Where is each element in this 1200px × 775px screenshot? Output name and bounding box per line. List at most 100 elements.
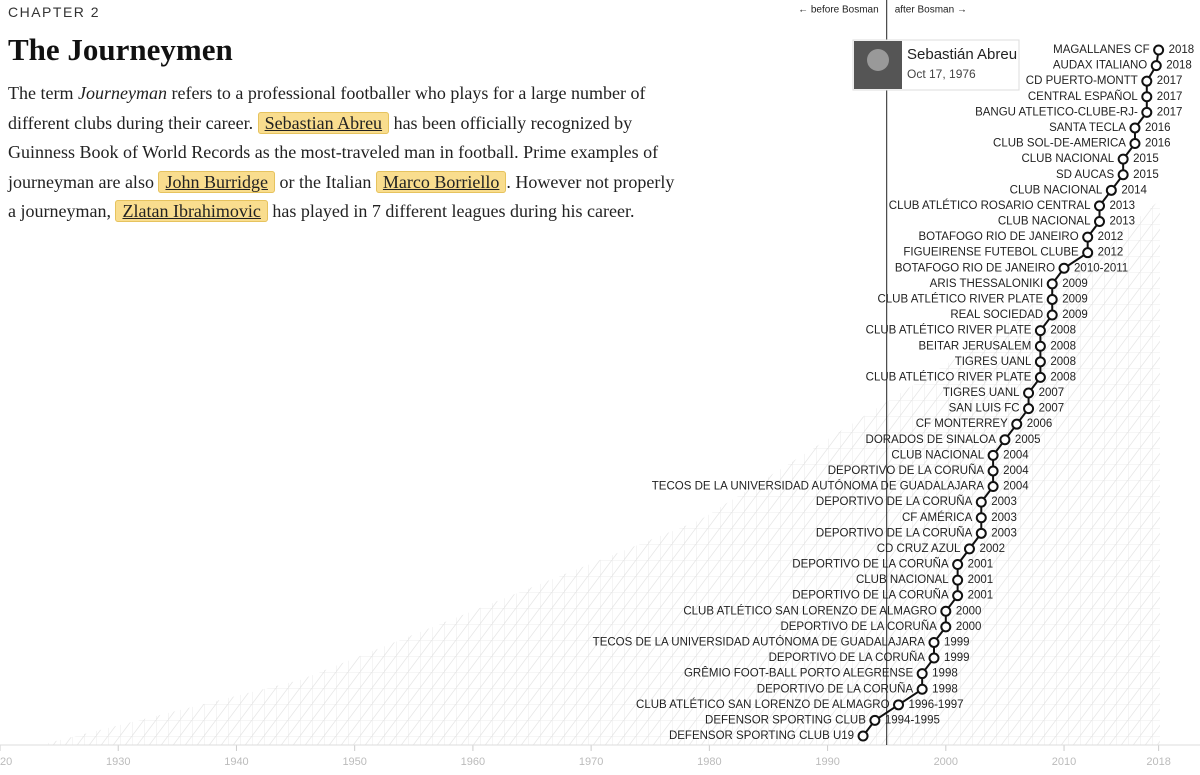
club-label: DEPORTIVO DE LA CORUÑA	[769, 651, 926, 664]
club-label: DORADOS DE SINALOA	[866, 434, 997, 446]
stint-marker	[1129, 138, 1141, 150]
club-label: CLUB ATLÉTICO SAN LORENZO DE ALMAGRO	[683, 604, 937, 617]
stint-marker	[1141, 75, 1153, 87]
stint-marker	[1150, 60, 1162, 72]
club-label: SANTA TECLA	[1049, 122, 1126, 134]
club-label: TECOS DE LA UNIVERSIDAD AUTÓNOMA DE GUAD…	[593, 635, 926, 648]
year-label: 2015	[1133, 169, 1159, 181]
title: The Journeymen	[8, 32, 233, 67]
stint-marker	[1034, 371, 1046, 383]
text: has been officially recognized by Guinne…	[8, 112, 659, 192]
year-label: 2007	[1039, 387, 1065, 399]
club-label: CLUB SOL-DE-AMERICA	[993, 138, 1126, 150]
stint-marker	[987, 465, 999, 477]
club-label: CLUB NACIONAL	[1021, 153, 1114, 165]
stint-marker	[869, 714, 881, 726]
year-label: 2016	[1145, 138, 1171, 150]
year-label: 1996-1997	[909, 699, 964, 711]
stint-marker	[975, 496, 987, 508]
stint-marker	[1094, 216, 1106, 227]
club-label: BANGU ATLETICO-CLUBE-RJ-	[975, 106, 1138, 118]
player-card: Sebastián Abreu Oct 17, 1976	[852, 39, 1020, 91]
stint-marker	[928, 652, 940, 664]
x-tick-label: 2010	[1052, 756, 1076, 768]
club-label: DEPORTIVO DE LA CORUÑA	[816, 495, 973, 508]
year-label: 2002	[979, 543, 1005, 555]
year-label: 2018	[1166, 60, 1192, 72]
stint-marker	[975, 512, 987, 524]
x-tick-label: 1940	[224, 756, 248, 768]
club-label: CD PUERTO-MONTT	[1026, 75, 1138, 87]
stint-marker	[1023, 387, 1035, 399]
stint-marker	[987, 481, 999, 493]
year-label: 2003	[991, 527, 1017, 539]
stint-marker	[857, 730, 869, 742]
year-label: 2000	[956, 621, 982, 633]
year-label: 2015	[1133, 153, 1159, 165]
stint-marker	[1023, 403, 1035, 415]
x-tick-label: 2000	[934, 756, 958, 768]
paragraph: The term Journeyman refers to a professi…	[8, 79, 678, 227]
x-tick-label: 1990	[815, 756, 839, 768]
year-label: 2012	[1098, 247, 1124, 259]
year-label: 2009	[1062, 309, 1088, 321]
stint-marker	[1046, 309, 1058, 321]
stint-marker	[1117, 169, 1129, 181]
stint-marker	[1117, 153, 1129, 165]
club-label: CLUB ATLÉTICO ROSARIO CENTRAL	[889, 199, 1091, 212]
club-label: AUDAX ITALIANO	[1053, 60, 1147, 72]
club-label: DEPORTIVO DE LA CORUÑA	[816, 526, 973, 539]
year-label: 2018	[1169, 44, 1195, 56]
x-tick-label: 1950	[342, 756, 366, 768]
year-label: 2001	[968, 590, 994, 602]
player-link[interactable]: Zlatan Ibrahimovic	[115, 200, 268, 222]
club-label: DEPORTIVO DE LA CORUÑA	[792, 589, 949, 602]
year-label: 2004	[1003, 449, 1029, 461]
stint-marker	[999, 434, 1011, 446]
club-label: DEFENSOR SPORTING CLUB U19	[669, 730, 854, 742]
stint-marker	[1082, 231, 1094, 243]
club-label: CLUB NACIONAL	[891, 449, 984, 461]
stint-marker	[1034, 340, 1046, 352]
club-label: CF AMÉRICA	[902, 511, 973, 524]
stint-marker	[1058, 262, 1070, 274]
club-label: TIGRES UANL	[955, 356, 1032, 368]
year-label: 2008	[1050, 325, 1076, 337]
x-tick-label: 1980	[697, 756, 721, 768]
year-label: 2005	[1015, 434, 1041, 446]
club-label: TIGRES UANL	[943, 387, 1020, 399]
bosman-after: after Bosman →	[895, 5, 967, 16]
year-label: 2004	[1003, 465, 1029, 477]
bosman-before: ← before Bosman	[798, 5, 879, 16]
club-label: SAN LUIS FC	[949, 403, 1020, 415]
player-link[interactable]: John Burridge	[158, 170, 275, 193]
x-tick-label: 1960	[461, 756, 485, 768]
player-link[interactable]: Sebastian Abreu	[257, 111, 390, 134]
club-label: CLUB ATLÉTICO RIVER PLATE	[866, 324, 1032, 337]
photo-face	[867, 49, 889, 71]
x-tick-label: 1930	[106, 756, 130, 768]
year-label: 2017	[1157, 91, 1183, 103]
year-label: 2017	[1157, 106, 1183, 118]
text: . However not properly a journeyman,	[8, 171, 675, 222]
chapter-label: CHAPTER 2	[8, 4, 101, 20]
stint-marker	[952, 559, 964, 570]
year-label: 2014	[1121, 184, 1147, 196]
x-tick-label: 1920	[0, 756, 12, 768]
club-label: DEPORTIVO DE LA CORUÑA	[757, 682, 914, 695]
year-label: 2009	[1062, 293, 1088, 305]
year-label: 2004	[1003, 481, 1029, 493]
player-link[interactable]: Marco Borriello	[375, 170, 507, 193]
stint-marker	[916, 668, 928, 680]
year-label: 2006	[1027, 418, 1053, 430]
stint-marker	[963, 543, 975, 555]
year-label: 2001	[968, 574, 994, 586]
club-label: TECOS DE LA UNIVERSIDAD AUTÓNOMA DE GUAD…	[652, 480, 985, 493]
club-label: BOTAFOGO RIO DE JANEIRO	[919, 231, 1079, 243]
year-label: 2003	[991, 496, 1017, 508]
year-label: 1998	[932, 668, 958, 680]
club-label: CLUB ATLÉTICO RIVER PLATE	[866, 370, 1032, 383]
club-label: CENTRAL ESPAÑOL	[1028, 90, 1139, 103]
year-label: 2003	[991, 512, 1017, 524]
